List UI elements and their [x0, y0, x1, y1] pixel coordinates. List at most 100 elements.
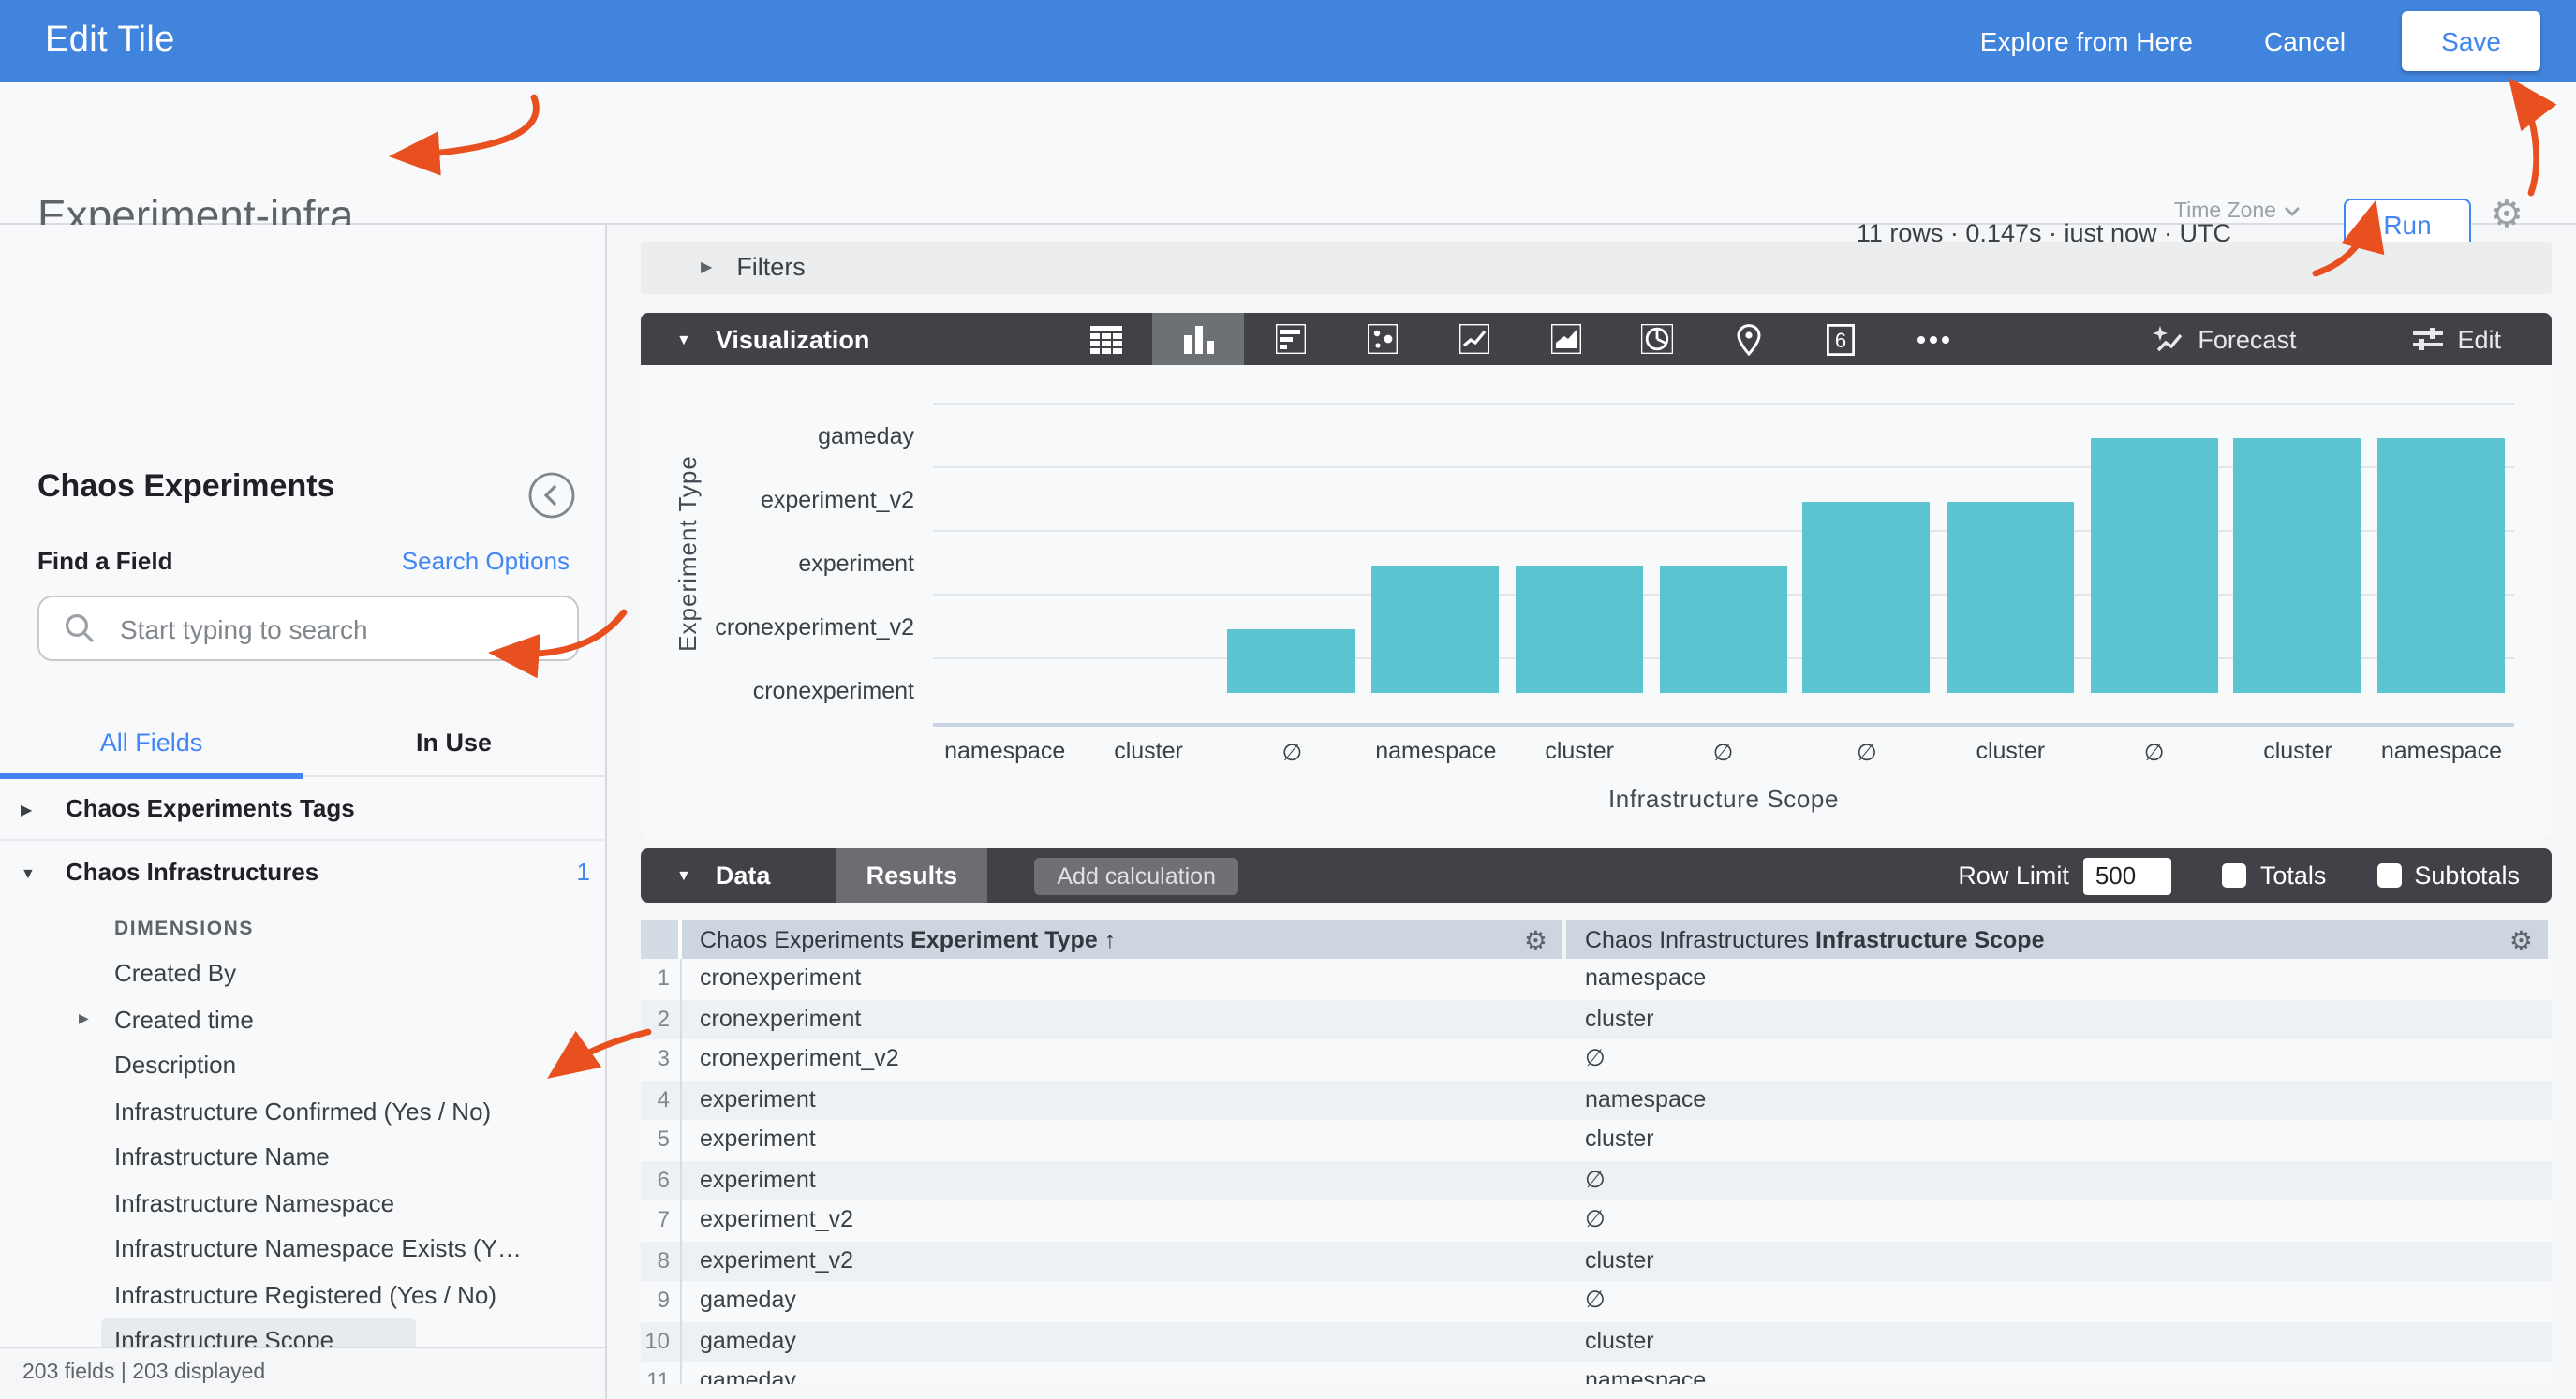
- query-title-bar: Experiment-infra 11 rows · 0.147s · just…: [0, 82, 2576, 266]
- forecast-button[interactable]: Forecast: [2153, 325, 2296, 353]
- column-header-experiment-type[interactable]: Chaos Experiments Experiment Type ↑ ⚙: [681, 920, 1566, 959]
- tab-in-use[interactable]: In Use: [415, 729, 492, 757]
- dimensions-section-label: DIMENSIONS: [114, 918, 255, 940]
- filters-section-header[interactable]: ▶ Filters: [641, 242, 2552, 293]
- row-limit-input[interactable]: [2083, 857, 2172, 894]
- sidebar-field-created-by[interactable]: Created By: [0, 951, 605, 997]
- sidebar-field-infrastructure-namespace-exists-y[interactable]: Infrastructure Namespace Exists (Y…: [0, 1227, 605, 1273]
- row-number: 4: [641, 1080, 681, 1120]
- column-gear-icon[interactable]: ⚙: [1523, 924, 1547, 954]
- x-tick-label: cluster: [1976, 738, 2046, 764]
- sidebar-field-created-time[interactable]: ▶ Created time: [0, 997, 605, 1043]
- bar-gameday-∅[interactable]: [2090, 438, 2218, 693]
- sidebar-field-description[interactable]: Description: [0, 1043, 605, 1089]
- x-tick-label: ∅: [2143, 740, 2165, 766]
- search-input[interactable]: [116, 611, 528, 645]
- caret-down-icon[interactable]: ▼: [676, 331, 691, 347]
- viz-type-picker: 6: [1060, 313, 1978, 365]
- table-row[interactable]: 4 experiment namespace: [641, 1080, 2552, 1120]
- bar-gameday-namespace[interactable]: [2377, 438, 2505, 693]
- results-tab[interactable]: Results: [836, 848, 988, 903]
- field-search-box[interactable]: [37, 596, 579, 661]
- column-header-infrastructure-scope[interactable]: Chaos Infrastructures Infrastructure Sco…: [1566, 920, 2548, 959]
- sidebar-field-infrastructure-registered-yes-no[interactable]: Infrastructure Registered (Yes / No): [0, 1273, 605, 1318]
- x-tick-label: namespace: [944, 738, 1066, 764]
- caret-down-icon: ▼: [21, 865, 36, 882]
- table-row[interactable]: 5 experiment cluster: [641, 1120, 2552, 1160]
- table-row[interactable]: 2 cronexperiment cluster: [641, 999, 2552, 1039]
- data-label: Data: [715, 861, 771, 890]
- bar-slot: [2227, 403, 2370, 693]
- sidebar-field-infrastructure-name[interactable]: Infrastructure Name: [0, 1135, 605, 1181]
- viz-type-more-icon[interactable]: [1887, 313, 1978, 365]
- table-row[interactable]: 11 gameday namespace: [641, 1362, 2552, 1384]
- viz-type-table-icon[interactable]: [1060, 313, 1152, 365]
- table-row[interactable]: 9 gameday ∅: [641, 1281, 2552, 1321]
- search-options-link[interactable]: Search Options: [401, 547, 570, 575]
- subtotals-checkbox[interactable]: [2376, 863, 2402, 888]
- group-label: Chaos Experiments Tags: [66, 794, 355, 822]
- bar-experiment-namespace[interactable]: [1371, 566, 1500, 693]
- cancel-button[interactable]: Cancel: [2253, 24, 2357, 58]
- cell-experiment-type: gameday: [700, 1287, 796, 1313]
- bar-experiment_v2-cluster[interactable]: [1946, 502, 2074, 693]
- cell-experiment-type: cronexperiment: [700, 1005, 862, 1031]
- table-row[interactable]: 10 gameday cluster: [641, 1321, 2552, 1362]
- timezone-selector[interactable]: Time Zone: [2174, 200, 2301, 223]
- tab-all-fields[interactable]: All Fields: [0, 708, 303, 779]
- bar-experiment-∅[interactable]: [1659, 566, 1786, 693]
- sidebar-group-chaos-infrastructures[interactable]: ▼ Chaos Infrastructures 1: [0, 841, 605, 905]
- data-section-header: ▼ Data Results Add calculation Row Limit…: [641, 848, 2552, 903]
- field-label: Infrastructure Scope: [101, 1318, 417, 1347]
- cell-experiment-type: experiment: [700, 1166, 816, 1192]
- bar-cronexperiment_v2-∅[interactable]: [1227, 629, 1355, 693]
- row-number: 8: [641, 1241, 681, 1281]
- viz-edit-button[interactable]: Edit: [2412, 325, 2501, 353]
- filters-label: Filters: [736, 253, 806, 282]
- x-tick-label: ∅: [1281, 740, 1303, 766]
- table-row[interactable]: 1 cronexperiment namespace: [641, 959, 2552, 999]
- table-row[interactable]: 3 cronexperiment_v2 ∅: [641, 1039, 2552, 1080]
- group-label: Chaos Infrastructures: [66, 858, 319, 886]
- cell-infrastructure-scope: ∅: [1585, 1287, 1606, 1313]
- y-tick-label: cronexperiment_v2: [715, 613, 914, 640]
- totals-checkbox[interactable]: [2222, 863, 2247, 888]
- table-row[interactable]: 6 experiment ∅: [641, 1160, 2552, 1200]
- sidebar-field-infrastructure-scope[interactable]: Infrastructure Scope: [0, 1318, 605, 1347]
- row-number: 6: [641, 1160, 681, 1200]
- collapse-panel-icon[interactable]: [528, 472, 575, 519]
- field-label: Infrastructure Confirmed (Yes / No): [114, 1097, 492, 1125]
- x-axis-line: [933, 723, 2514, 726]
- sidebar-field-infrastructure-confirmed-yes-no[interactable]: Infrastructure Confirmed (Yes / No): [0, 1089, 605, 1135]
- bar-experiment-cluster[interactable]: [1515, 566, 1643, 693]
- viz-type-scatter-icon[interactable]: [1336, 313, 1428, 365]
- table-row[interactable]: 8 experiment_v2 cluster: [641, 1241, 2552, 1281]
- save-button[interactable]: Save: [2402, 11, 2540, 71]
- gear-icon[interactable]: ⚙: [2490, 195, 2524, 236]
- sidebar-group-chaos-experiments-tags[interactable]: ▶ Chaos Experiments Tags: [0, 777, 605, 841]
- viz-type-single-value-icon[interactable]: 6: [1795, 313, 1887, 365]
- x-tick-label: namespace: [1375, 738, 1497, 764]
- chevron-down-icon: [2285, 207, 2300, 216]
- viz-type-bar-chart-icon[interactable]: [1244, 313, 1336, 365]
- sidebar-field-infrastructure-namespace[interactable]: Infrastructure Namespace: [0, 1181, 605, 1227]
- viz-type-area-chart-icon[interactable]: [1519, 313, 1611, 365]
- column-gear-icon[interactable]: ⚙: [2509, 924, 2533, 954]
- fields-in-use-count: 1: [576, 858, 590, 886]
- explore-from-here-button[interactable]: Explore from Here: [1969, 24, 2204, 58]
- bar-experiment_v2-∅[interactable]: [1802, 502, 1931, 693]
- cell-infrastructure-scope: namespace: [1585, 965, 1707, 991]
- cell-experiment-type: experiment: [700, 1126, 816, 1152]
- viz-type-column-chart-icon[interactable]: [1152, 313, 1245, 365]
- viz-type-line-chart-icon[interactable]: [1428, 313, 1519, 365]
- caret-down-icon[interactable]: ▼: [676, 867, 691, 884]
- table-row[interactable]: 7 experiment_v2 ∅: [641, 1200, 2552, 1241]
- viz-type-map-icon[interactable]: [1703, 313, 1795, 365]
- viz-type-pie-chart-icon[interactable]: [1611, 313, 1703, 365]
- field-label: Infrastructure Registered (Yes / No): [114, 1280, 496, 1308]
- cell-infrastructure-scope: cluster: [1585, 1126, 1654, 1152]
- x-tick-label: cluster: [1545, 738, 1614, 764]
- bar-gameday-cluster[interactable]: [2233, 438, 2361, 693]
- add-calculation-button[interactable]: Add calculation: [1034, 857, 1238, 894]
